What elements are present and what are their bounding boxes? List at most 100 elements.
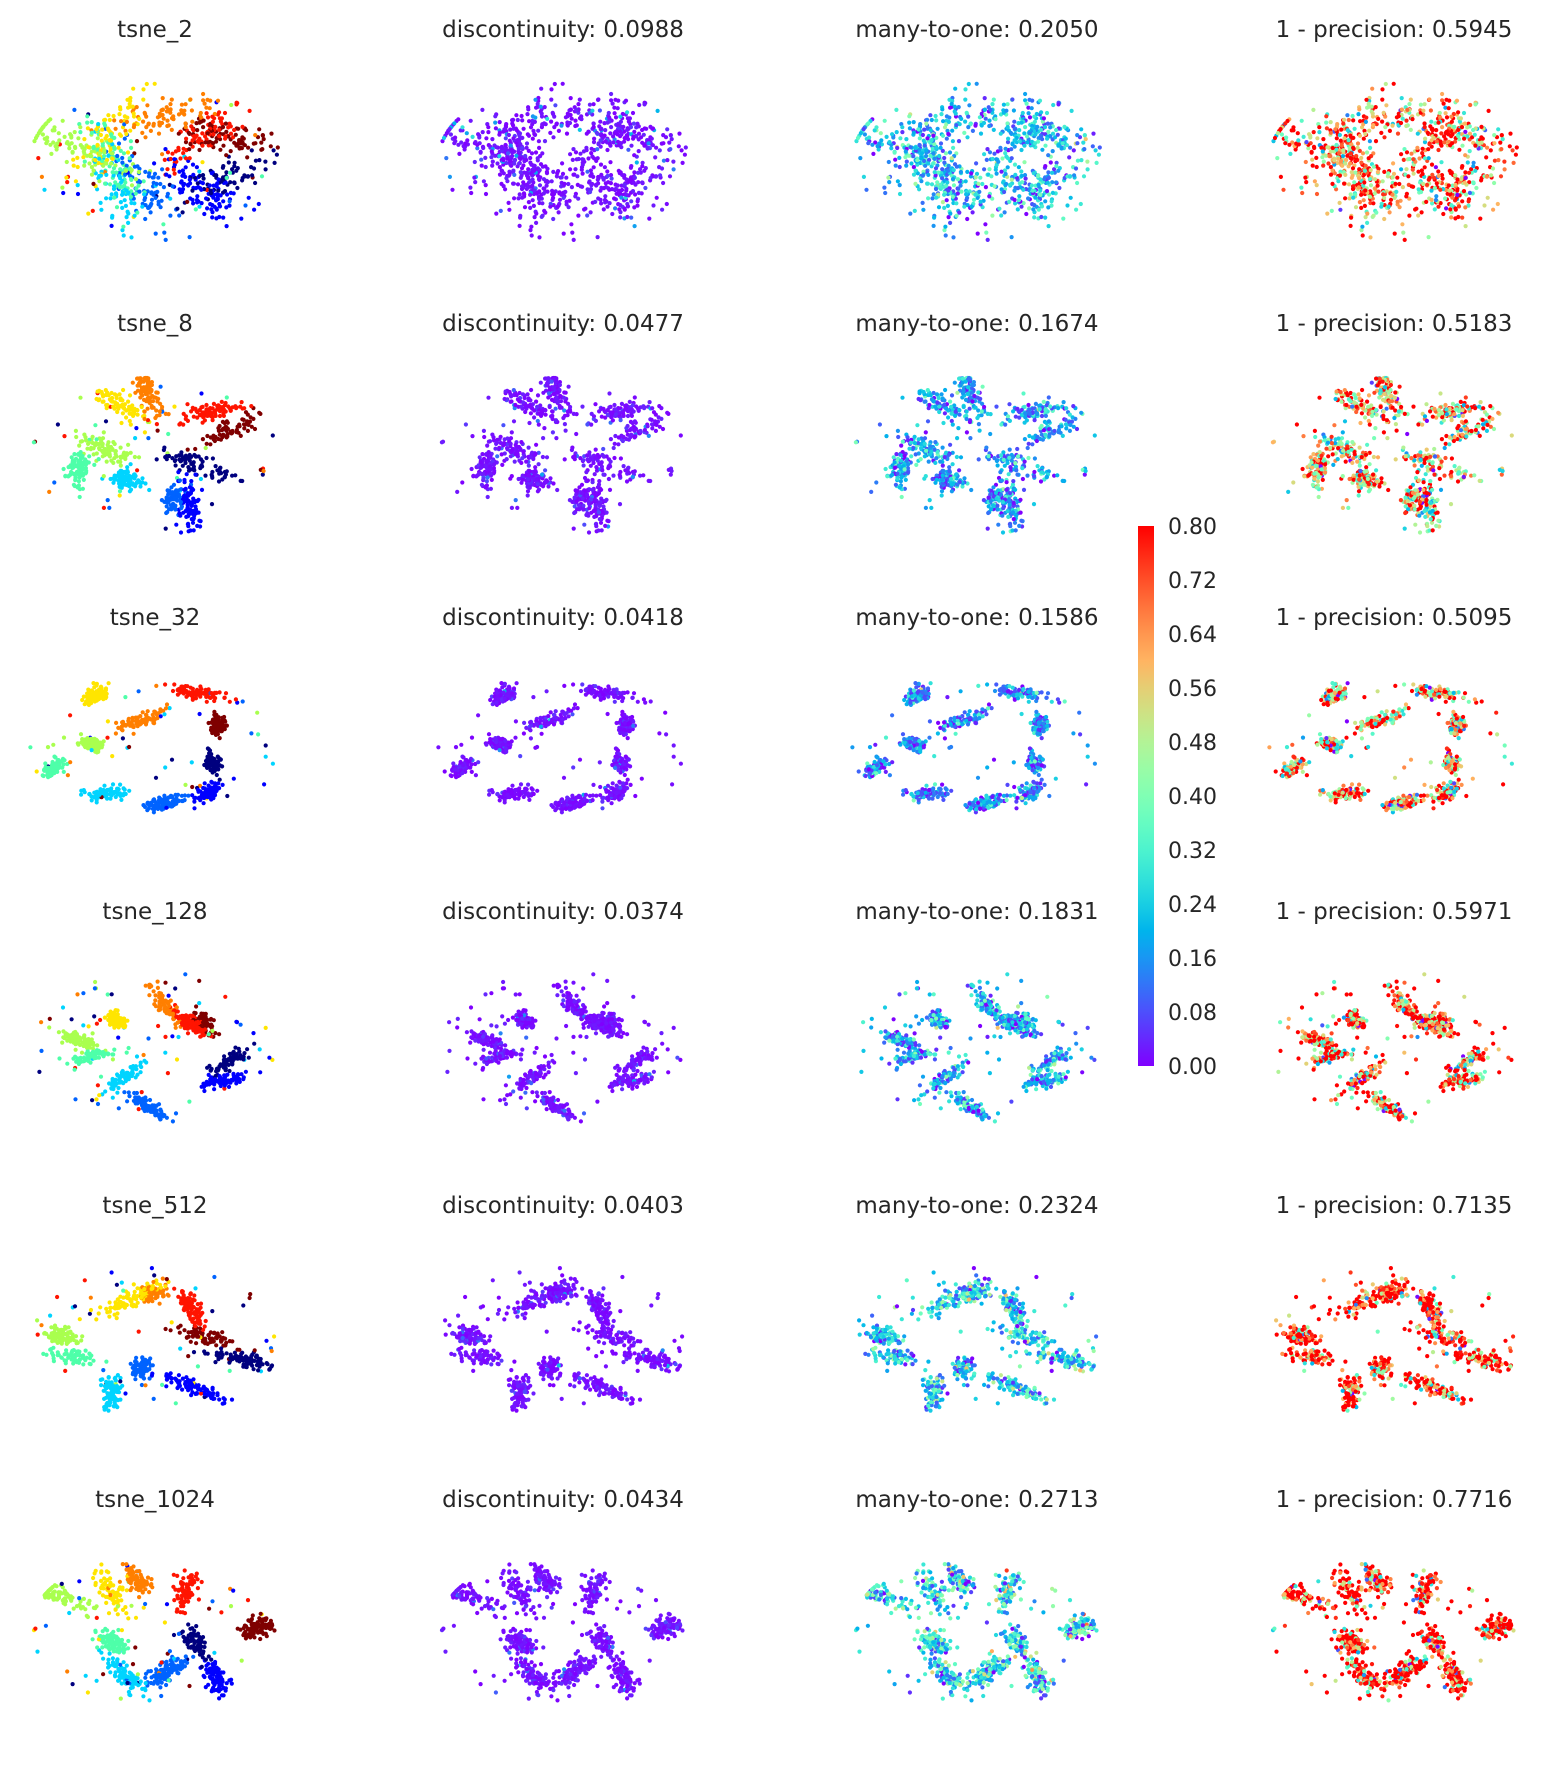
scatter-point: [1024, 211, 1029, 217]
scatter-point: [152, 171, 158, 176]
scatter-point: [540, 164, 545, 169]
scatter-point: [140, 130, 145, 135]
scatter-point: [1343, 196, 1348, 201]
scatter-point: [1357, 200, 1362, 205]
scatter-point: [920, 132, 926, 138]
scatter-point: [1051, 102, 1056, 108]
scatter-point: [129, 168, 134, 173]
scatter-point: [922, 143, 927, 148]
scatter-point: [919, 179, 924, 184]
scatter-point: [60, 118, 65, 123]
scatter-point: [201, 411, 206, 416]
scatter-point: [1079, 127, 1084, 132]
scatter-point: [1349, 215, 1354, 220]
scatter-point: [998, 131, 1003, 136]
scatter-point: [1005, 102, 1010, 107]
scatter-point: [1039, 110, 1044, 115]
scatter-point: [211, 401, 216, 406]
scatter-point: [909, 161, 914, 166]
scatter-point: [199, 391, 204, 396]
scatter-point: [1479, 124, 1484, 129]
scatter-point: [495, 454, 500, 459]
scatter-point: [219, 116, 224, 121]
scatter-point: [524, 141, 530, 146]
scatter-point: [191, 414, 196, 419]
scatter-point: [654, 195, 659, 200]
scatter-point: [274, 152, 279, 157]
scatter-point: [132, 472, 137, 477]
scatter-points: [440, 81, 688, 242]
scatter-point: [931, 151, 936, 156]
scatter-point: [521, 180, 526, 185]
scatter-point: [1328, 120, 1333, 125]
scatter-point: [224, 205, 229, 210]
scatter-point: [114, 395, 119, 401]
scatter-point: [526, 176, 531, 181]
scatter-point: [151, 192, 156, 197]
scatter-point: [1383, 125, 1388, 130]
scatter-point: [239, 400, 244, 405]
scatter-point: [197, 204, 202, 209]
scatter-point: [1368, 168, 1373, 173]
scatter-point: [95, 142, 100, 148]
scatter-point: [164, 172, 169, 177]
scatter-point: [550, 409, 555, 414]
scatter-point: [992, 151, 997, 156]
scatter-point: [1387, 210, 1392, 215]
scatter-point: [536, 139, 542, 144]
scatter-point: [1480, 136, 1485, 141]
scatter-point: [163, 526, 168, 531]
scatter-point: [99, 389, 104, 395]
scatter-point: [637, 102, 642, 108]
scatter-point: [225, 192, 230, 197]
scatter-point: [508, 143, 513, 148]
scatter-point: [75, 183, 80, 188]
scatter-point: [227, 203, 232, 208]
scatter-point: [635, 199, 640, 204]
scatter-point: [205, 97, 210, 102]
scatter-point: [897, 191, 903, 197]
scatter-point: [1380, 179, 1385, 184]
scatter-point: [490, 163, 495, 168]
scatter-point: [147, 487, 152, 493]
scatter-point: [106, 153, 111, 158]
scatter-point: [1422, 102, 1427, 107]
scatter-point: [161, 222, 166, 227]
scatter-point: [490, 137, 495, 142]
scatter-point: [866, 141, 871, 146]
scatter-point: [1436, 147, 1441, 153]
scatter-point: [1044, 189, 1050, 194]
scatter-point: [162, 445, 167, 450]
scatter-point: [545, 189, 550, 194]
scatter-point: [109, 133, 114, 138]
scatter-point: [103, 388, 108, 393]
scatter-point: [1348, 223, 1353, 228]
scatter-point: [1466, 170, 1472, 175]
scatter-point: [197, 518, 202, 523]
scatter-point: [109, 223, 114, 228]
scatter-point: [118, 167, 123, 172]
scatter-point: [73, 476, 78, 481]
scatter-point: [1439, 143, 1444, 148]
scatter-point: [520, 145, 525, 150]
scatter-point: [983, 222, 988, 227]
scatter-point: [655, 108, 660, 113]
scatter-point: [133, 191, 138, 196]
scatter-point: [49, 151, 54, 156]
scatter-point: [80, 467, 85, 472]
scatter-point: [1455, 192, 1460, 197]
scatter-point: [268, 144, 273, 149]
scatter-point: [176, 492, 182, 497]
scatter-point: [627, 399, 632, 404]
scatter-point: [1335, 122, 1340, 127]
scatter-point: [497, 445, 502, 450]
scatter-point: [126, 105, 131, 110]
scatter-point: [622, 207, 627, 212]
scatter-point: [626, 147, 631, 152]
scatter-point: [178, 156, 183, 161]
scatter-point: [111, 173, 116, 178]
scatter-point: [102, 448, 107, 453]
scatter-point: [69, 135, 74, 140]
scatter-point: [207, 106, 212, 111]
scatter-point: [185, 455, 190, 460]
